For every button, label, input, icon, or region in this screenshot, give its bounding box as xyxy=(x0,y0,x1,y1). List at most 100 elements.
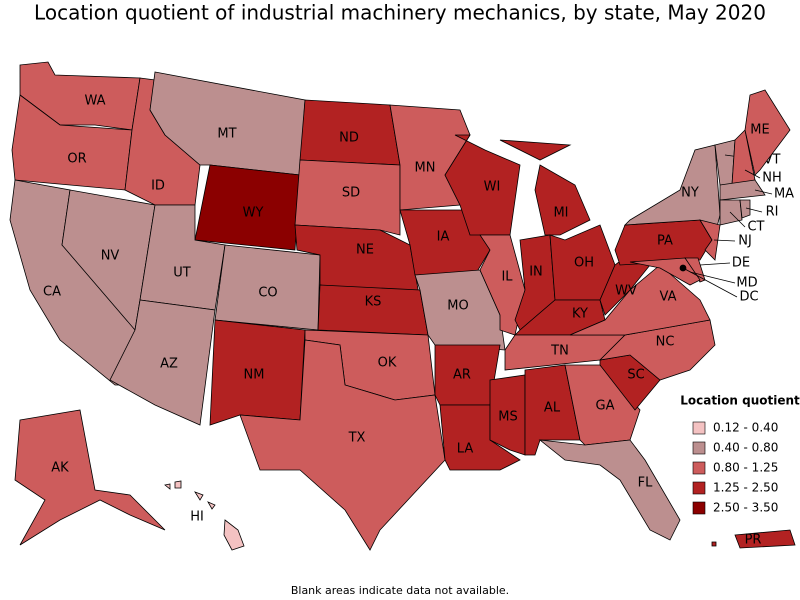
state-shape xyxy=(14,409,166,546)
state-label: KY xyxy=(572,307,588,322)
state-shape xyxy=(164,483,171,490)
state-label: KS xyxy=(365,295,382,310)
state-shape xyxy=(194,164,301,251)
state: TX xyxy=(239,339,446,551)
state-label: NC xyxy=(656,335,675,350)
state: PR xyxy=(711,529,796,549)
state: ND xyxy=(299,99,401,166)
legend-swatch xyxy=(692,421,706,435)
leader-line xyxy=(689,271,736,284)
state-label: AL xyxy=(544,401,561,416)
state: CO xyxy=(214,244,321,331)
state: AZ xyxy=(109,299,216,426)
leader-line xyxy=(682,267,738,298)
state: KS xyxy=(317,284,429,336)
state-label: NE xyxy=(356,243,374,258)
state-label: IL xyxy=(501,270,513,285)
state: NC xyxy=(598,319,716,381)
state-label: MD xyxy=(736,276,757,291)
legend-swatch xyxy=(692,461,706,475)
state-label: SC xyxy=(627,368,644,383)
state: SD xyxy=(294,159,401,236)
state-label: MO xyxy=(447,299,468,314)
state-shape xyxy=(479,234,526,336)
state-shape xyxy=(444,134,521,236)
leader-line xyxy=(745,207,763,213)
footnote: Blank areas indicate data not available. xyxy=(291,584,509,597)
state-label: NV xyxy=(101,249,120,264)
state-label: CA xyxy=(43,285,61,300)
state-label: DC xyxy=(739,290,758,305)
state-label: MN xyxy=(415,161,436,176)
state-label: NM xyxy=(244,368,265,383)
state-label: NJ xyxy=(738,234,752,249)
state-label: SD xyxy=(342,186,360,201)
state: GA xyxy=(564,364,641,446)
state-label: TX xyxy=(348,431,366,446)
state: WV xyxy=(599,254,651,316)
state: MS xyxy=(489,374,526,456)
state-label: DE xyxy=(732,256,750,271)
state-shape xyxy=(569,264,711,336)
state-label: AZ xyxy=(160,357,178,372)
state-shape xyxy=(317,284,429,336)
state: WI xyxy=(444,134,521,236)
state: MA xyxy=(719,179,794,202)
state-shape xyxy=(239,339,446,551)
state-shape xyxy=(294,159,401,236)
state-label: FL xyxy=(638,476,653,491)
state-label: OR xyxy=(67,152,86,167)
state-label: ME xyxy=(750,123,769,138)
state-label: NH xyxy=(762,171,782,186)
leader-line xyxy=(729,211,746,228)
state: AK xyxy=(14,409,166,546)
state-label: MT xyxy=(217,127,236,142)
state-shape xyxy=(719,179,766,201)
state: RI xyxy=(739,199,778,220)
state-label: CO xyxy=(258,286,277,301)
state: WY xyxy=(194,164,301,251)
state: VA xyxy=(569,264,711,336)
state: MO xyxy=(414,269,506,351)
state: VT xyxy=(714,139,780,186)
leader-line xyxy=(754,189,773,195)
state-label: MS xyxy=(498,410,517,425)
state-label: AK xyxy=(51,461,69,476)
leader-line xyxy=(699,262,731,266)
state-shape xyxy=(174,480,182,489)
state: LA xyxy=(439,404,521,471)
state-shape xyxy=(207,501,216,510)
state-shape xyxy=(739,199,751,219)
state: CT xyxy=(719,199,765,235)
state: FL xyxy=(538,439,681,541)
state: HI xyxy=(164,480,245,551)
state: DC xyxy=(679,264,759,305)
state: ME xyxy=(744,89,791,176)
state-shape xyxy=(538,439,681,541)
legend-swatch xyxy=(692,441,706,455)
state: NJ xyxy=(699,219,752,261)
state-shape xyxy=(734,529,796,549)
state-shape xyxy=(499,139,572,161)
state-label: ID xyxy=(151,179,165,194)
state-shape xyxy=(711,541,717,547)
state-shape xyxy=(223,519,245,551)
state-shape xyxy=(744,89,791,176)
state-shape xyxy=(109,299,216,426)
state-shape xyxy=(489,374,526,456)
leader-line xyxy=(744,169,761,179)
state-label: WV xyxy=(615,284,637,299)
state-label: LA xyxy=(457,442,474,457)
legend-label: 2.50 - 3.50 xyxy=(713,501,778,515)
state: PA xyxy=(614,219,713,266)
state-shape xyxy=(699,219,721,261)
legend-label: 0.40 - 0.80 xyxy=(713,441,778,455)
state: NM xyxy=(209,319,306,426)
state-label: IA xyxy=(437,230,450,245)
legend-swatch xyxy=(692,501,706,515)
state-label: UT xyxy=(173,266,191,281)
state-shape xyxy=(714,139,736,186)
leader-line xyxy=(713,239,736,242)
